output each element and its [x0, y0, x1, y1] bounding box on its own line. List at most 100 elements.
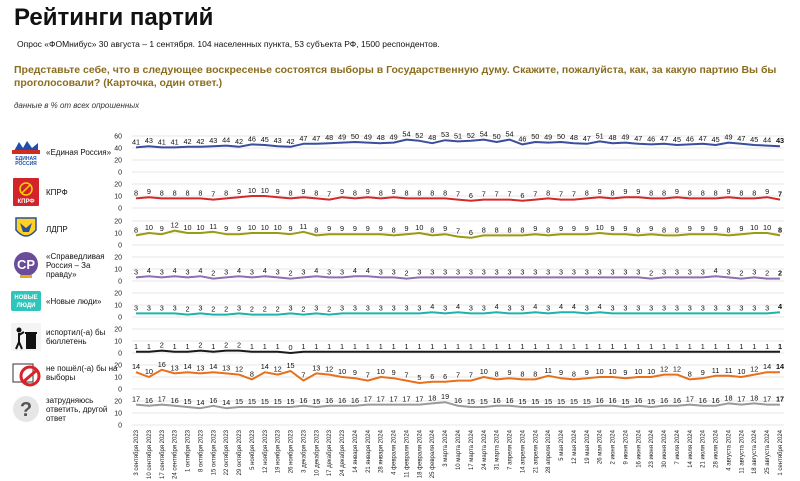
data-label: 8	[662, 188, 666, 197]
data-label: 8	[430, 225, 434, 234]
x-tick-label: 19 ноября 2023	[276, 429, 282, 473]
party-row: ? затрудняюсь ответить, другой ответ	[10, 394, 120, 424]
data-label: 9	[533, 224, 537, 233]
data-label: 9	[623, 187, 627, 196]
data-label: 8	[185, 188, 189, 197]
data-label: 43	[776, 136, 784, 145]
data-label: 12	[171, 221, 179, 230]
data-label: 0	[289, 343, 293, 352]
data-label: 15	[531, 397, 539, 406]
united-russia-bear-icon: ЕДИНАЯ РОССИЯ	[10, 137, 42, 167]
data-label: 7	[469, 371, 473, 380]
svg-text:НОВЫЕ: НОВЫЕ	[14, 295, 37, 301]
data-label: 48	[325, 133, 333, 142]
data-label: 1	[314, 342, 318, 351]
data-label: 17	[763, 395, 771, 404]
data-label: 3	[765, 303, 769, 312]
data-note: данные в % от всех опрошенных	[14, 101, 140, 110]
x-tick-label: 18 февраля 2024	[417, 429, 423, 478]
party-row: испортил(-а) бы бюллетень	[10, 322, 120, 352]
data-label: 3	[701, 303, 705, 312]
data-label: 8	[379, 188, 383, 197]
data-label: 9	[340, 224, 344, 233]
x-tick-label: 21 июля 2024	[701, 429, 707, 467]
data-label: 9	[739, 224, 743, 233]
party-label: ЛДПР	[46, 224, 68, 234]
series-line-0	[135, 138, 781, 149]
data-label: 3	[546, 303, 550, 312]
data-label: 17	[364, 395, 372, 404]
data-label: 1	[507, 342, 511, 351]
data-label: 1	[134, 342, 138, 351]
data-label: 4	[314, 266, 318, 275]
data-label: 45	[712, 135, 720, 144]
x-tick-label: 10 декабря 2023	[314, 429, 320, 476]
new-people-logo-icon: НОВЫЕ ЛЮДИ	[10, 286, 42, 316]
x-tick-label: 28 июля 2024	[714, 429, 720, 467]
data-label: 49	[621, 133, 629, 142]
series-line-6	[135, 368, 780, 384]
data-label: 9	[649, 224, 653, 233]
data-label: 8	[353, 188, 357, 197]
y-tick-label: 10	[114, 194, 122, 201]
data-label: 1	[765, 342, 769, 351]
data-label: 13	[171, 363, 179, 372]
data-label: 8	[533, 369, 537, 378]
data-label: 1	[456, 342, 460, 351]
data-label: 8	[752, 188, 756, 197]
data-label: 1	[276, 342, 280, 351]
data-label: 14	[132, 362, 140, 371]
data-label: 1	[495, 342, 499, 351]
x-tick-label: 14 января 2024	[353, 429, 359, 473]
data-label: 43	[145, 136, 153, 145]
party-row: НОВЫЕ ЛЮДИ «Новые люди»	[10, 286, 120, 316]
y-tick-label: 0	[118, 170, 122, 177]
x-tick-label: 10 сентября 2023	[147, 429, 153, 479]
data-label: 12	[750, 365, 758, 374]
data-label: 9	[366, 187, 370, 196]
data-label: 2	[237, 341, 241, 350]
data-label: 3	[726, 267, 730, 276]
data-label: 4	[778, 302, 783, 311]
x-tick-label: 19 мая 2024	[585, 429, 591, 464]
data-label: 1	[572, 342, 576, 351]
data-label: 15	[248, 397, 256, 406]
data-label: 9	[224, 224, 228, 233]
data-label: 3	[134, 303, 138, 312]
x-tick-label: 3 декабря 2023	[301, 429, 307, 473]
x-tick-label: 17 сентября 2023	[160, 429, 166, 479]
y-tick-label: 10	[114, 231, 122, 238]
x-tick-label: 14 июля 2024	[688, 429, 694, 467]
data-label: 7	[404, 371, 408, 380]
data-label: 17	[377, 395, 385, 404]
data-label: 8	[675, 225, 679, 234]
data-label: 9	[392, 368, 396, 377]
data-label: 1	[185, 342, 189, 351]
y-tick-label: 20	[114, 158, 122, 165]
data-label: 7	[366, 371, 370, 380]
data-label: 1	[714, 342, 718, 351]
data-label: 16	[493, 396, 501, 405]
data-label: 7	[456, 227, 460, 236]
data-label: 3	[507, 303, 511, 312]
data-label: 1	[649, 342, 653, 351]
data-label: 8	[739, 188, 743, 197]
data-label: 7	[495, 190, 499, 199]
data-label: 10	[647, 367, 655, 376]
x-tick-label: 25 февраля 2024	[430, 429, 436, 478]
data-label: 3	[147, 303, 151, 312]
data-label: 51	[596, 131, 604, 140]
data-label: 7	[327, 190, 331, 199]
data-label: 10	[763, 223, 771, 232]
data-label: 1	[701, 342, 705, 351]
x-tick-label: 1 октября 2023	[186, 429, 192, 472]
data-label: 44	[222, 136, 230, 145]
data-label: 3	[623, 267, 627, 276]
data-label: 42	[286, 137, 294, 146]
data-label: 1	[417, 342, 421, 351]
data-label: 4	[430, 302, 434, 311]
y-tick-label: 20	[114, 363, 122, 370]
data-label: 3	[636, 267, 640, 276]
data-label: 1	[611, 342, 615, 351]
data-label: 2	[185, 305, 189, 314]
